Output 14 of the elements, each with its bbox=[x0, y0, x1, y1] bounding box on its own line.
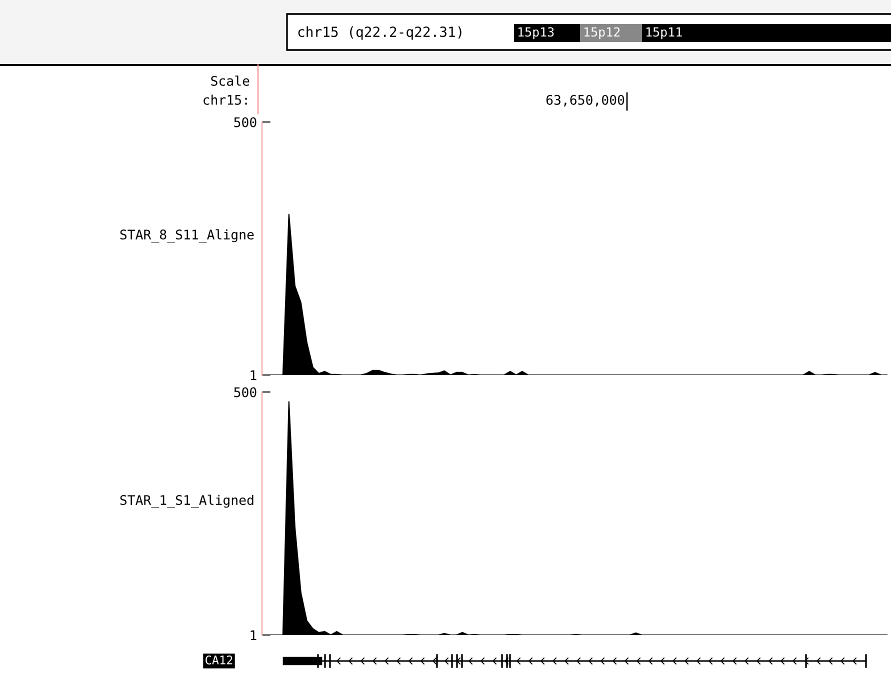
text: CA12 bbox=[206, 656, 232, 664]
y-tick-label: 500 bbox=[234, 117, 256, 128]
text: chr15 (q22.2-q22.31) bbox=[298, 26, 462, 40]
text: chr15: bbox=[204, 94, 247, 105]
y-axis-title: STAR_1_S1_Aligned bbox=[120, 494, 254, 508]
y-tick-label: 1 bbox=[250, 370, 256, 380]
y-tick-label: 500 bbox=[234, 387, 256, 398]
y-tick-label: 1 bbox=[250, 630, 256, 640]
text: Scale bbox=[211, 76, 250, 86]
text: 15p11 bbox=[646, 27, 682, 40]
y-axis-title: STAR_8_S11_Aligne bbox=[120, 229, 254, 242]
text: 15p12 bbox=[584, 27, 620, 40]
text: 63,650,000 bbox=[546, 94, 624, 107]
text: 15p13 bbox=[518, 27, 554, 40]
